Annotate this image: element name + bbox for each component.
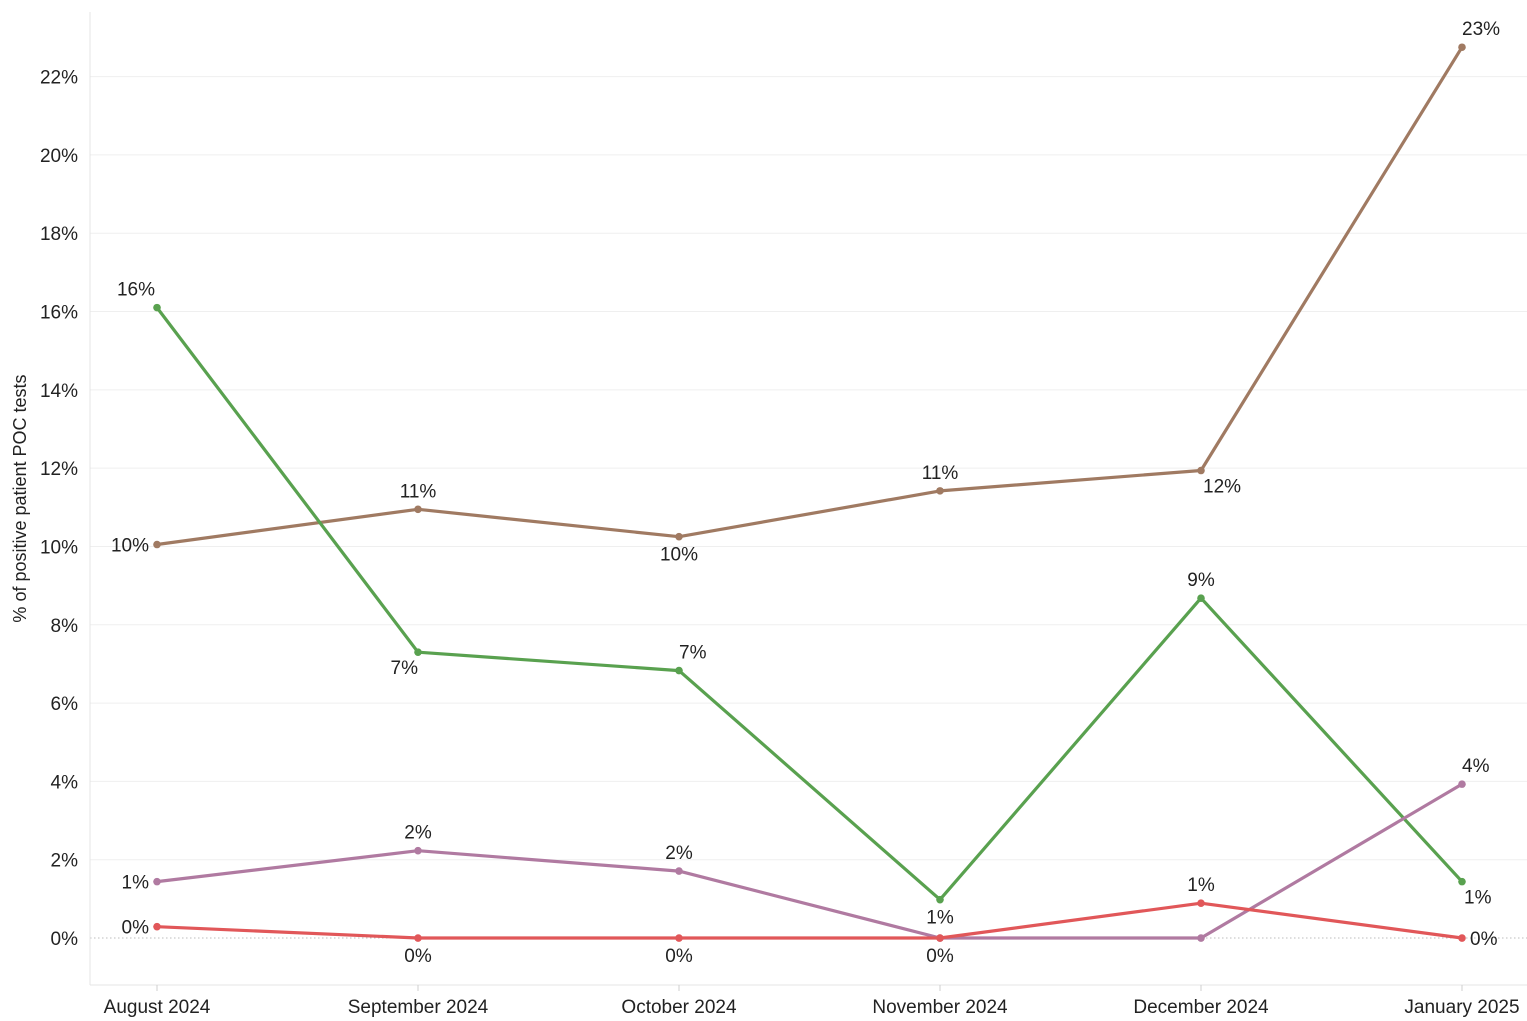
y-tick-label: 10% (40, 537, 78, 558)
data-label: 16% (117, 280, 155, 301)
series-3-point[interactable] (675, 867, 683, 875)
series-4-point[interactable] (936, 934, 944, 942)
series-3-point[interactable] (1197, 934, 1205, 942)
series-2-point[interactable] (1458, 877, 1466, 886)
data-label: 11% (400, 481, 437, 502)
x-tick-label: December 2024 (1133, 997, 1269, 1018)
x-tick-label: November 2024 (872, 997, 1008, 1018)
data-label: 1% (926, 908, 954, 929)
data-label: 9% (1187, 570, 1215, 591)
series-3-point[interactable] (414, 846, 422, 855)
data-label: 0% (404, 946, 432, 967)
data-label: 10% (111, 536, 149, 557)
series-2-point[interactable] (153, 303, 161, 312)
y-tick-label: 4% (51, 772, 79, 793)
data-labels: 10% 11% 10% 11% 12% 23% 16% 7% 7% 1% 9% 1% 1% 2% 2% 4% 0… (111, 19, 1500, 967)
series-4-point[interactable] (675, 934, 683, 942)
data-label: 1% (1464, 888, 1492, 909)
series-1-point[interactable] (936, 487, 944, 495)
x-tick-label: October 2024 (621, 997, 737, 1018)
data-label: 0% (122, 918, 150, 939)
data-label: 10% (660, 545, 698, 566)
data-label: 2% (665, 843, 693, 864)
series-1-point[interactable] (1197, 466, 1205, 475)
y-axis-title: % of positive patient POC tests (10, 374, 30, 622)
series-4-point[interactable] (1197, 899, 1205, 907)
data-label: 12% (1203, 477, 1241, 498)
data-label: 23% (1462, 19, 1500, 40)
series-line-1 (155, 45, 1464, 547)
series-2-point[interactable] (675, 666, 683, 675)
series-line-3 (155, 782, 1464, 940)
series-2-point[interactable] (1197, 594, 1205, 602)
y-tick-label: 0% (51, 929, 79, 950)
series-line-2 (155, 306, 1464, 902)
gridlines (90, 76, 1527, 939)
data-label: 0% (1470, 929, 1498, 950)
series-2-point[interactable] (414, 648, 422, 656)
series-3-point[interactable] (153, 877, 161, 886)
series-4-point[interactable] (1458, 934, 1466, 942)
y-tick-label: 18% (40, 224, 78, 245)
data-label: 7% (391, 658, 419, 679)
y-tick-label: 6% (51, 694, 79, 715)
series-2-point[interactable] (936, 895, 944, 904)
data-label: 1% (122, 873, 150, 894)
data-label: 7% (679, 643, 707, 664)
y-tick-label: 12% (40, 459, 78, 480)
data-label: 11% (922, 463, 959, 484)
series-4-point[interactable] (414, 934, 422, 942)
series-1-point[interactable] (675, 532, 683, 541)
y-tick-label: 14% (40, 381, 78, 402)
series-1-point[interactable] (153, 540, 161, 549)
data-label: 1% (1187, 875, 1215, 896)
x-tick-label: August 2024 (104, 997, 211, 1018)
series-line-4 (155, 901, 1464, 940)
series-lines (153, 43, 1466, 942)
y-tick-label: 22% (40, 68, 78, 89)
y-tick-label: 2% (51, 851, 79, 872)
y-tick-label: 20% (40, 146, 78, 167)
data-label: 4% (1462, 756, 1490, 777)
y-tick-label: 16% (40, 303, 78, 324)
data-label: 0% (926, 946, 954, 967)
series-1-point[interactable] (414, 505, 422, 514)
series-4-point[interactable] (153, 922, 161, 931)
y-tick-label: 8% (51, 616, 79, 637)
data-label: 0% (665, 946, 693, 967)
x-tick-label: September 2024 (348, 997, 489, 1018)
x-tick-label: January 2025 (1404, 997, 1519, 1018)
axes: 0% 2% 4% 6% 8% 10% 12% 14% 16% 18% 20% 22% August 20… (40, 12, 1527, 1018)
data-label: 2% (404, 823, 432, 844)
series-1-point[interactable] (1458, 43, 1466, 52)
series-3-point[interactable] (1458, 780, 1466, 788)
